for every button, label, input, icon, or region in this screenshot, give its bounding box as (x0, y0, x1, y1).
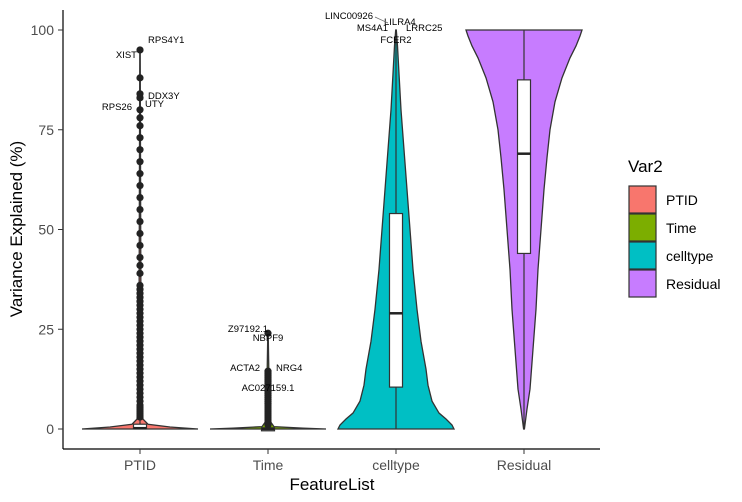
ptid-outlier-point (136, 261, 144, 270)
ptid-outlier-point (136, 281, 144, 289)
legend-swatch-time (628, 213, 657, 242)
y-tick-label: 25 (38, 321, 54, 337)
ptid-outlier-point (136, 182, 144, 190)
y-axis-title: Variance Explained (%) (7, 141, 26, 317)
legend-label: Time (666, 220, 697, 236)
gene-label: DDX3Y (148, 91, 180, 102)
gene-label: FCER2 (380, 35, 411, 46)
legend-swatch-ptid (628, 185, 657, 214)
ptid-outlier-point (136, 114, 144, 122)
x-tick-label: Time (253, 457, 284, 473)
ptid-outlier-point (136, 122, 144, 130)
gene-label: MS4A1 (357, 23, 388, 34)
gene-label: LRRC25 (406, 23, 442, 34)
x-axis-title: FeatureList (289, 475, 374, 494)
legend-swatch-residual (628, 269, 657, 298)
legend-swatch-celltype (628, 241, 657, 270)
gene-label: LINC00926 (325, 11, 373, 22)
axes: 0 25 50 75 100 PTID Time celltype Residual (31, 10, 600, 473)
legend-label: PTID (666, 192, 698, 208)
ptid-outlier-point (136, 158, 144, 166)
residual-box (516, 79, 532, 255)
ptid-outlier-point (136, 170, 144, 178)
gene-label: ACTA2 (230, 363, 260, 374)
gene-label: XIST (116, 50, 137, 61)
gene-label: NBPF9 (253, 333, 284, 344)
y-tick-label: 100 (31, 22, 55, 38)
ptid-outlier-point (136, 217, 144, 226)
ptid-outlier-point (136, 90, 144, 98)
gene-label: NRG4 (276, 363, 302, 374)
gene-label: RPS26 (102, 102, 132, 113)
ptid-outlier-point (136, 106, 144, 114)
legend: Var2 PTID Time celltype Residual (628, 157, 720, 298)
x-tick-label: PTID (124, 457, 156, 473)
gene-label: AC027159.1 (242, 383, 295, 394)
ptid-outlier-point (136, 146, 144, 154)
gene-label-connector (374, 16, 389, 24)
celltype-box (388, 212, 404, 388)
time-outlier-point (264, 367, 272, 375)
ptid-outlier-point (136, 193, 144, 202)
ptid-outlier-point (136, 46, 144, 54)
time-outlier-point (264, 329, 272, 337)
gene-label: LILRA4 (384, 17, 416, 28)
legend-title: Var2 (628, 157, 663, 176)
y-tick-label: 0 (46, 421, 54, 437)
y-tick-label: 75 (38, 122, 54, 138)
gene-label: UTY (145, 99, 165, 110)
gene-label: RPS4Y1 (148, 35, 184, 46)
ptid-outlier-point (136, 253, 144, 262)
legend-label: Residual (666, 276, 720, 292)
gene-label: Z97192.1 (228, 324, 268, 335)
ptid-outlier-point (136, 74, 144, 82)
ptid-outlier-point (136, 269, 144, 277)
ptid-outlier-point (136, 241, 144, 250)
x-tick-label: celltype (372, 457, 420, 473)
x-tick-label: Residual (497, 457, 551, 473)
y-tick-label: 50 (38, 222, 54, 238)
ptid-outlier-point (136, 205, 144, 214)
legend-label: celltype (666, 248, 714, 264)
ptid-outlier-point (136, 229, 144, 238)
ptid-outlier-point (136, 134, 144, 142)
